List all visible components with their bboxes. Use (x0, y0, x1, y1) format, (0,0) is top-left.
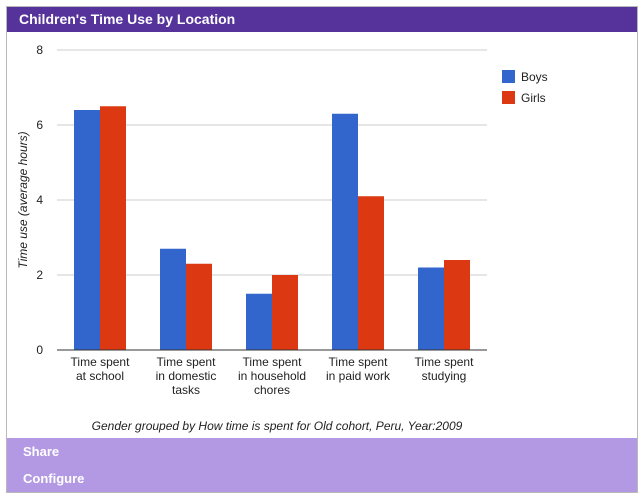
legend-swatch-girls (502, 91, 515, 104)
bar-boys (246, 293, 272, 350)
x-tick-label: in paid work (326, 369, 391, 383)
x-tick-label: in household (238, 369, 306, 383)
legend-label-boys: Boys (521, 70, 548, 84)
y-axis-label: Time use (average hours) (16, 131, 30, 268)
panel-title: Children's Time Use by Location (7, 7, 637, 32)
bar-girls (358, 196, 384, 350)
x-tick-label: studying (422, 369, 467, 383)
y-tick-label: 0 (36, 343, 43, 357)
bar-boys (418, 267, 444, 350)
y-tick-label: 8 (36, 43, 43, 57)
bar-boys (160, 248, 186, 350)
bar-boys (332, 113, 358, 350)
x-tick-label: Time spent (243, 355, 303, 369)
legend-label-girls: Girls (521, 91, 546, 105)
x-tick-label: Time spent (415, 355, 475, 369)
y-tick-label: 2 (36, 268, 43, 282)
bar-girls (444, 260, 470, 350)
share-section-toggle[interactable]: Share (7, 438, 637, 465)
bar-girls (186, 263, 212, 350)
bar-girls (272, 275, 298, 350)
bar-girls (100, 106, 126, 350)
y-tick-label: 4 (36, 193, 43, 207)
legend-swatch-boys (502, 70, 515, 83)
chart-area: 0 2 4 6 8 Time spent at school Time spent in dom… (7, 32, 637, 437)
x-tick-label: chores (254, 383, 290, 397)
x-tick-label: tasks (172, 383, 200, 397)
x-tick-label: Time spent (157, 355, 217, 369)
x-tick-label: Time spent (329, 355, 389, 369)
x-tick-label: in domestic (156, 369, 217, 383)
chart-panel: Children's Time Use by Location 0 2 4 6 8 Tim… (6, 6, 638, 493)
configure-section-toggle[interactable]: Configure (7, 465, 637, 492)
bar-boys (74, 110, 100, 350)
x-tick-label: at school (76, 369, 124, 383)
x-axis-label: Gender grouped by How time is spent for … (92, 419, 463, 433)
y-tick-label: 6 (36, 118, 43, 132)
x-tick-label: Time spent (71, 355, 131, 369)
